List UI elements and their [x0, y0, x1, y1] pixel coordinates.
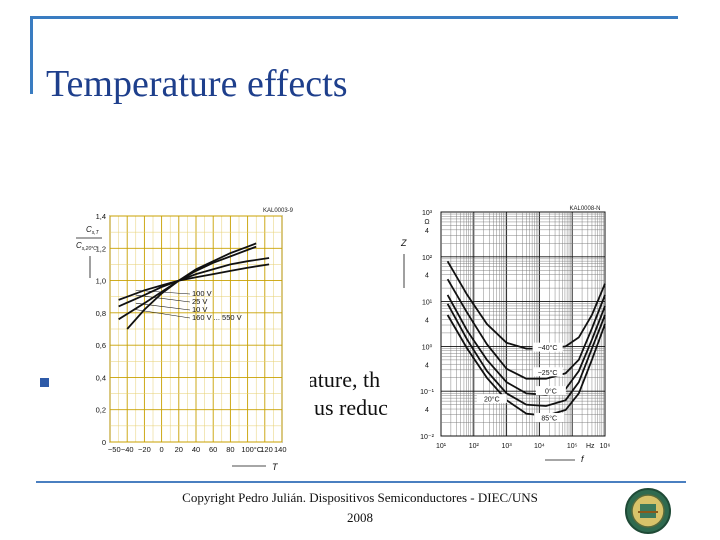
slide-title: Temperature effects [46, 63, 348, 105]
chart1-series-label: 10 V [192, 305, 207, 314]
frame-left-bar [30, 16, 33, 94]
chart1-series-line [118, 257, 270, 308]
chart1-xtick-label: 80 [226, 445, 234, 454]
chart1-xtick-label: 0 [160, 445, 164, 454]
chart1-code: KAL0003-9 [263, 208, 294, 214]
chart2-ylabel: Z [400, 238, 407, 248]
chart1-series-label: 100 V [192, 289, 212, 298]
chart2-ytick-label: 4 [425, 273, 429, 280]
chart1-ytick-label: 0,8 [96, 309, 106, 318]
chart2-ytick-label: 10¹ [422, 300, 433, 307]
chart2-label-bg [476, 394, 507, 404]
chart2-xtick-label: 10¹ [436, 443, 447, 450]
chart1-series-leader [135, 302, 191, 311]
footer: Copyright Pedro Julián. Dispositivos Sem… [150, 488, 570, 528]
chart2-ytick-label: 4 [425, 318, 429, 325]
body-line-2: us reduc [314, 395, 388, 420]
chart1-ytick-label: 0,2 [96, 406, 106, 415]
chart1-xtick-label: °C [254, 445, 263, 454]
chart2-series-line [446, 278, 606, 380]
chart2-label-bg [534, 412, 565, 422]
chart1-series-leader [135, 289, 191, 295]
chart1-xtick-label: 100 [241, 445, 254, 454]
chart2-xtick-label: 10⁴ [534, 443, 545, 450]
chart1-ylabel-top: Cs,T [86, 225, 100, 236]
impedance-frequency-chart: −40°C −25°C 0°C 20°C 85°C 10³ Ω 4 10² 4 10¹ 4 10⁰ 4 1… [393, 200, 615, 475]
chart2-xtick-label: 10² [469, 443, 480, 450]
chart1-series-line [118, 263, 270, 301]
chart1-ticks: 0 0,2 0,4 0,6 0,8 1,0 1,2 1,4 −50 −40 −20 0 20 40 60 80… [96, 212, 287, 454]
footer-copyright: Copyright Pedro Julián. Dispositivos Sem… [182, 490, 538, 505]
chart2-xlabel: f [581, 454, 585, 464]
chart1-xtick-label: 60 [209, 445, 217, 454]
body-line-1: ature, th [308, 367, 381, 392]
chart1-ylabel-bottom: Cs,20°C [76, 241, 97, 252]
chart1-xtick-label: −40 [121, 445, 134, 454]
chart2-xtick-label: 10³ [502, 443, 513, 450]
chart1-xtick-label: −50 [108, 445, 121, 454]
chart2-xtick-label: Hz [586, 443, 595, 450]
chart1-xtick-label: 140 [274, 445, 287, 454]
chart2-ytick-label: 4 [425, 228, 429, 235]
chart1-ytick-label: 1,4 [96, 212, 106, 221]
body-text: ature, th us reduc [60, 366, 388, 422]
chart2-xtick-label: 10⁶ [600, 443, 611, 450]
chart2-label-bg [532, 367, 563, 377]
chart1-series-label: 25 V [192, 297, 207, 306]
chart2-ytick-label: 10² [422, 255, 433, 262]
chart2-label-bg [535, 386, 566, 396]
bullet-square [40, 378, 49, 387]
footer-divider [36, 481, 686, 483]
chart2-ytick-label: 4 [425, 407, 429, 414]
chart1-series-line [126, 242, 257, 330]
chart1-series-leader [135, 309, 191, 319]
chart2-series-line [446, 303, 606, 407]
chart1-ytick-label: 0 [102, 438, 106, 447]
chart1-ytick-label: 1,2 [96, 244, 106, 253]
chart2-label-bg [532, 342, 563, 352]
chart2-series-label: 0°C [545, 388, 557, 396]
chart1-ytick-label: 0,4 [96, 373, 106, 382]
chart2-series-label: 20°C [484, 396, 500, 404]
chart1-xlabel: T [272, 462, 279, 472]
chart2-ytick-label: 10⁰ [422, 343, 433, 351]
chart2-ytick-label: Ω [424, 219, 429, 226]
chart2-series-label: −40°C [538, 344, 558, 352]
footer-year: 2008 [347, 510, 373, 525]
frame-top-bar [30, 16, 678, 19]
chart2-series-label: 85°C [541, 414, 557, 422]
chart2-ytick-label: 10³ [422, 210, 433, 217]
chart2-series-label: −25°C [538, 369, 558, 377]
chart2-code: KAL0008-N [569, 206, 600, 212]
chart2-xtick-label: 10⁵ [567, 443, 578, 450]
chart2-ytick-label: 10⁻² [420, 434, 434, 441]
chart2-grid [440, 211, 606, 437]
chart2-ytick-label: 10⁻¹ [420, 389, 434, 396]
chart1-grid [109, 215, 283, 443]
chart1-xtick-label: −20 [138, 445, 151, 454]
chart1-series-leader [135, 294, 191, 303]
chart1-xtick-label: 40 [192, 445, 200, 454]
university-logo-icon [625, 488, 671, 534]
chart2-lines: −40°C −25°C 0°C 20°C 85°C [446, 260, 606, 422]
chart1-xtick-label: 20 [175, 445, 183, 454]
chart1-series-line [118, 245, 257, 321]
chart1-ytick-label: 0,6 [96, 341, 106, 350]
chart2-ytick-label: 4 [425, 362, 429, 369]
chart1-series-label: 160 V ... 550 V [192, 313, 242, 322]
chart1-xtick-label: 120 [260, 445, 273, 454]
chart1-ytick-label: 1,0 [96, 277, 106, 286]
